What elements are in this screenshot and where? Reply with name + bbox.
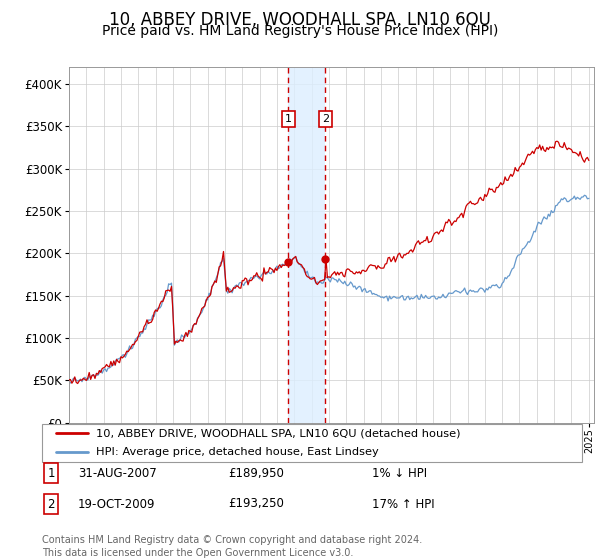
- Text: £193,250: £193,250: [228, 497, 284, 511]
- Text: 31-AUG-2007: 31-AUG-2007: [78, 466, 157, 480]
- Text: HPI: Average price, detached house, East Lindsey: HPI: Average price, detached house, East…: [96, 447, 379, 458]
- Text: 1% ↓ HPI: 1% ↓ HPI: [372, 466, 427, 480]
- FancyBboxPatch shape: [42, 424, 582, 462]
- Text: 17% ↑ HPI: 17% ↑ HPI: [372, 497, 434, 511]
- Text: £189,950: £189,950: [228, 466, 284, 480]
- Text: 2: 2: [47, 497, 55, 511]
- Text: 2: 2: [322, 114, 329, 124]
- Text: 10, ABBEY DRIVE, WOODHALL SPA, LN10 6QU: 10, ABBEY DRIVE, WOODHALL SPA, LN10 6QU: [109, 11, 491, 29]
- Bar: [289, 67, 325, 423]
- Text: 1: 1: [285, 114, 292, 124]
- Text: 19-OCT-2009: 19-OCT-2009: [78, 497, 155, 511]
- Text: 1: 1: [47, 466, 55, 480]
- Text: 10, ABBEY DRIVE, WOODHALL SPA, LN10 6QU (detached house): 10, ABBEY DRIVE, WOODHALL SPA, LN10 6QU …: [96, 428, 461, 438]
- Text: Price paid vs. HM Land Registry's House Price Index (HPI): Price paid vs. HM Land Registry's House …: [102, 24, 498, 38]
- Text: Contains HM Land Registry data © Crown copyright and database right 2024.
This d: Contains HM Land Registry data © Crown c…: [42, 535, 422, 558]
